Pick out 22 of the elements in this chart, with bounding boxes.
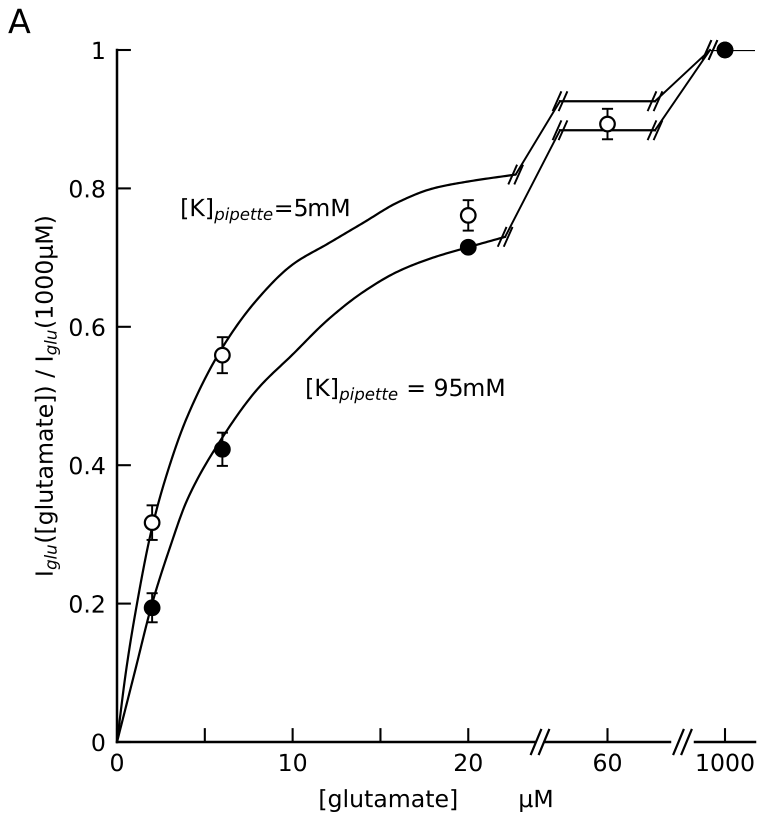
y-tick-label: 1: [93, 42, 104, 59]
point: [460, 206, 477, 224]
x-tick-label: 0: [111, 754, 123, 772]
y-tick-label: 0.2: [70, 595, 104, 613]
point: [144, 599, 161, 616]
y-tick-label: 0.6: [70, 318, 104, 336]
x-tick-label: 10: [280, 754, 306, 772]
annotation: [K]$_{pipette}$=5mM: [182, 198, 348, 224]
point: [214, 346, 231, 364]
y-tick-label: 0.4: [70, 456, 105, 475]
y-tick-label: 0.8: [70, 180, 104, 198]
point: [460, 238, 477, 256]
x-tick-label: 1000: [698, 754, 754, 772]
annotation: [K]$_{pipette}$ = 95mM: [307, 378, 504, 404]
y-tick-label: 0: [92, 733, 104, 752]
x-axis-title: [glutamate] µM: [320, 789, 552, 812]
point: [214, 440, 231, 458]
y-axis-title: I$_{glu}$([glutamate]) / I$_{glu}$(1000µM): [34, 217, 60, 575]
x-tick-label: 20: [454, 754, 482, 772]
x-tick-label: 60: [594, 754, 621, 772]
point: [144, 514, 161, 532]
chart-title: A: [8, 8, 31, 34]
